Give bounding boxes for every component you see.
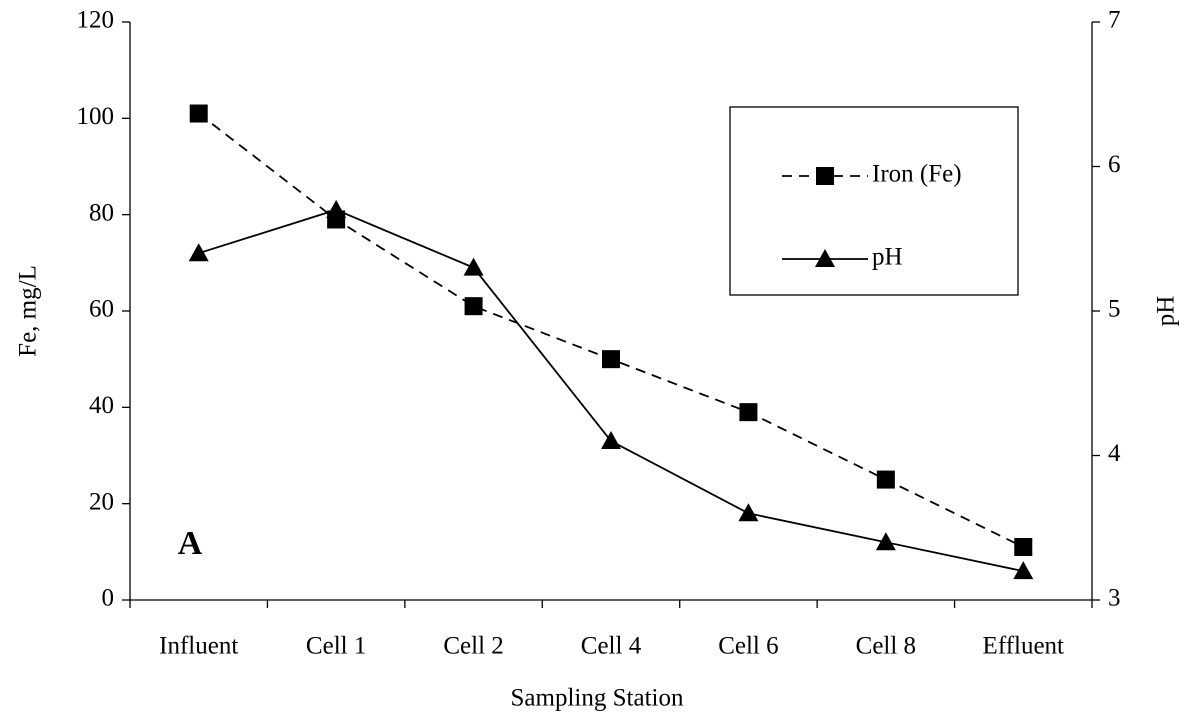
x-axis-title: Sampling Station <box>511 685 684 712</box>
x-tick-label: Effluent <box>983 633 1065 660</box>
y2-tick-label: 6 <box>1108 151 1121 178</box>
legend-label: Iron (Fe) <box>872 161 962 188</box>
y-tick-label: 40 <box>89 392 114 419</box>
data-point <box>738 503 759 522</box>
y-tick-label: 60 <box>89 296 114 323</box>
y-tick-label: 20 <box>89 488 114 515</box>
y2-axis-title: pH <box>1153 296 1180 327</box>
data-point <box>1014 538 1033 557</box>
y2-tick-label: 5 <box>1108 296 1121 323</box>
x-tick-label: Cell 2 <box>443 633 503 660</box>
data-point <box>464 297 483 316</box>
data-point <box>188 243 209 262</box>
y2-tick-label: 7 <box>1108 7 1121 34</box>
y-tick-label: 120 <box>77 7 115 34</box>
y-tick-label: 0 <box>102 585 115 612</box>
legend-marker <box>815 249 835 267</box>
data-point <box>876 470 895 489</box>
legend-label: pH <box>872 244 903 271</box>
data-point <box>326 199 347 218</box>
y-tick-label: 80 <box>89 199 114 226</box>
y-axis-title: Fe, mg/L <box>15 265 42 357</box>
x-tick-label: Cell 4 <box>581 633 642 660</box>
annotation: A <box>178 525 203 562</box>
x-tick-label: Cell 8 <box>856 633 916 660</box>
legend-box <box>729 106 1019 296</box>
data-point <box>463 257 484 276</box>
data-point <box>602 350 620 369</box>
x-tick-label: Cell 1 <box>306 633 366 660</box>
data-point <box>739 403 758 422</box>
data-point <box>875 532 896 551</box>
data-point <box>601 431 621 450</box>
x-tick-label: Cell 6 <box>718 633 778 660</box>
y2-tick-label: 4 <box>1108 440 1121 467</box>
y2-tick-label: 3 <box>1108 585 1121 612</box>
data-point <box>1013 561 1034 580</box>
legend-marker <box>816 167 834 185</box>
y-tick-label: 100 <box>77 103 115 130</box>
x-tick-label: Influent <box>159 633 238 660</box>
data-point <box>189 104 208 123</box>
